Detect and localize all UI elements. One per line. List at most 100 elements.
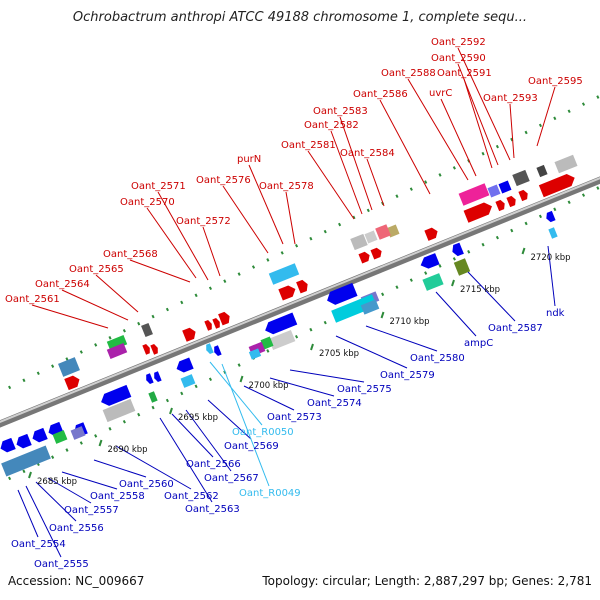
gene-block xyxy=(458,183,490,206)
tick-mark xyxy=(239,375,244,383)
gene-feature xyxy=(360,299,380,315)
gene-feature xyxy=(218,311,230,326)
gene-block xyxy=(106,334,128,352)
gene-label: Oant_2580 xyxy=(410,353,465,364)
forward-gene-arrow xyxy=(463,202,492,223)
gene-label: Oant_2571 xyxy=(131,181,186,192)
tick-label: 2710 kbp xyxy=(390,317,430,327)
gene-block xyxy=(260,336,274,350)
gene-label: Oant_2579 xyxy=(380,370,435,381)
label-connector xyxy=(407,78,469,181)
forward-gene-arrow xyxy=(506,195,516,208)
gene-feature xyxy=(495,199,505,212)
label-connector xyxy=(31,304,109,329)
gene-feature xyxy=(487,184,501,198)
label-connector xyxy=(435,291,477,337)
gene-label: purN xyxy=(237,154,261,165)
label-connector xyxy=(366,158,385,207)
gene-labels: Oant_2561 Oant_2564 Oant_2565 Oant_2568 Oant… xyxy=(5,37,583,570)
gene-feature xyxy=(506,195,516,208)
gene-feature xyxy=(101,384,132,406)
gene-feature xyxy=(358,251,370,264)
gene-label: ndk xyxy=(546,308,565,319)
label-connector xyxy=(339,116,373,211)
label-connector xyxy=(93,459,147,478)
gene-block xyxy=(268,329,296,351)
gene-feature xyxy=(296,279,308,294)
label-connector xyxy=(547,245,556,307)
tick-labels: 2685 kbp 2690 kbp 2695 kbp 2700 kbp 2705 kbp… xyxy=(28,247,571,487)
label-connector xyxy=(209,361,263,426)
reverse-gene-arrow xyxy=(546,210,556,223)
gene-feature xyxy=(32,427,48,443)
gene-feature xyxy=(0,437,16,453)
gene-block xyxy=(512,169,530,187)
label-connector xyxy=(222,185,269,254)
reverse-gene-arrow xyxy=(0,437,16,453)
tick-mark xyxy=(98,439,103,447)
gene-feature xyxy=(554,154,578,174)
gene-feature xyxy=(498,180,512,194)
gene-feature xyxy=(327,282,358,305)
gene-feature xyxy=(106,342,128,360)
gene-feature xyxy=(204,319,212,331)
gene-label: Oant_2562 xyxy=(164,491,219,502)
gene-feature xyxy=(268,263,300,285)
gene-feature xyxy=(106,334,128,352)
tick-mark xyxy=(310,343,314,351)
gene-feature xyxy=(536,164,548,178)
map-title: Ochrobactrum anthropi ATCC 49188 chromos… xyxy=(72,10,528,25)
gene-feature xyxy=(52,430,68,444)
gene-label: Oant_2556 xyxy=(49,523,104,534)
reverse-gene-arrow xyxy=(32,427,48,443)
gene-label: Oant_2582 xyxy=(304,120,359,131)
reverse-gene-arrow xyxy=(327,282,358,305)
label-connector xyxy=(146,207,197,279)
label-connector xyxy=(61,471,118,490)
gene-label: Oant_2557 xyxy=(64,505,119,516)
gene-block xyxy=(548,227,558,239)
gene-feature xyxy=(182,327,196,342)
gene-label: Oant_2592 xyxy=(431,37,486,48)
gene-feature xyxy=(422,273,444,291)
forward-gene-arrow xyxy=(370,247,382,260)
gene-label: Oant_R0049 xyxy=(239,488,301,499)
label-connector xyxy=(61,289,129,321)
gene-label: Oant_2573 xyxy=(267,412,322,423)
backbone xyxy=(0,176,600,428)
gene-label: Oant_2558 xyxy=(90,491,145,502)
gene-feature xyxy=(538,173,575,198)
label-connector xyxy=(35,481,77,522)
forward-gene-arrow xyxy=(296,279,308,294)
gene-feature xyxy=(364,230,378,244)
gene-block xyxy=(498,180,512,194)
gene-feature xyxy=(141,322,153,338)
forward-gene-arrow xyxy=(278,285,296,301)
gene-block xyxy=(487,184,501,198)
label-connector xyxy=(457,47,511,161)
gene-label: Oant_2560 xyxy=(119,479,174,490)
reverse-gene-arrow xyxy=(214,345,222,357)
forward-gene-arrow xyxy=(495,199,505,212)
gene-feature xyxy=(546,210,556,223)
forward-gene-arrow xyxy=(64,375,80,391)
gene-feature xyxy=(70,426,86,440)
gene-label: Oant_2588 xyxy=(381,68,436,79)
gene-feature xyxy=(265,312,298,335)
gene-feature xyxy=(375,224,391,240)
gene-feature xyxy=(248,348,262,360)
label-connector xyxy=(159,417,213,503)
accession-label: Accession: NC_009667 xyxy=(8,574,145,588)
gene-label: Oant_2565 xyxy=(69,264,124,275)
forward-gene-arrow xyxy=(538,173,575,198)
tick-label: 2715 kbp xyxy=(460,285,500,295)
label-connector xyxy=(221,363,270,487)
gene-feature xyxy=(548,227,558,239)
tick-label: 2720 kbp xyxy=(531,253,571,263)
tick-label: 2700 kbp xyxy=(249,381,289,391)
forward-gene-arrow xyxy=(204,319,212,331)
gene-feature xyxy=(350,233,368,251)
gene-feature xyxy=(150,343,158,355)
gene-label: Oant_2578 xyxy=(259,181,314,192)
label-connector xyxy=(463,78,493,169)
